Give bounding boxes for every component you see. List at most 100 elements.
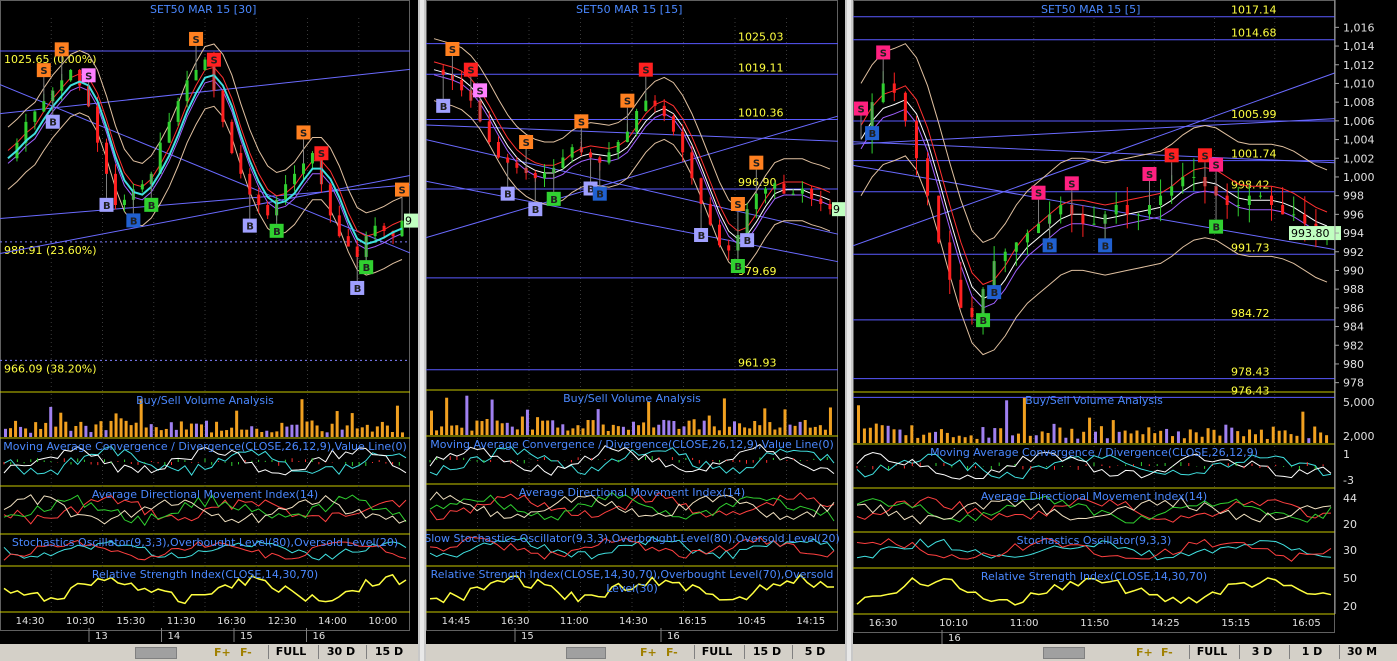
signal-marker-label: B [596,190,604,201]
signal-marker-label: B [734,262,742,273]
indicator-title: Average Directional Movement Index(14) [981,490,1207,503]
volume-bar [99,421,103,437]
indicator-title: Relative Strength Index(CLOSE,14,30,70) [92,568,318,581]
time-axis-label: 11:30 [167,616,196,627]
volume-bar [758,425,762,435]
candle-body [78,69,82,86]
chart-pane-15: 1025.03 1019.11 1010.36 996.90 979.69 961.93 S… [426,0,845,661]
volume-bar [677,428,681,435]
price-level-label: 1001.74 [1231,148,1277,161]
last-price-label: 9 [833,203,840,216]
volume-bar [1253,434,1257,443]
range-full-button[interactable]: FULL [694,645,739,659]
indicator-line [856,496,1332,523]
pane-divider[interactable] [418,0,426,661]
volume-bar [672,421,676,435]
volume-bar [611,424,615,435]
buy-signal-marker [592,186,607,201]
range-full-button[interactable]: FULL [1189,645,1234,659]
volume-bar [1230,427,1234,443]
volume-bar [1218,435,1222,443]
candle-body [616,142,620,153]
time-axis-label: 12:30 [268,616,297,627]
volume-bar [505,422,509,435]
zoom-out-button[interactable]: F- [240,646,252,659]
zoom-in-button[interactable]: F+ [214,646,231,659]
volume-bar [74,425,78,437]
volume-bar [1295,435,1299,443]
volume-bar [999,428,1003,443]
zoom-out-button[interactable]: F- [1161,646,1173,659]
last-price-label: 993.80 [1291,227,1330,240]
price-level-label: 1010.36 [738,106,784,119]
volume-bar [541,420,545,435]
range-15d-button[interactable]: 15 D [366,645,411,659]
scrollbar-30[interactable] [135,647,177,659]
price-level-label: 979.69 [738,265,777,278]
volume-bar [616,426,620,435]
price-level-label: 984.72 [1231,307,1270,320]
candle-body [33,111,37,122]
candle-body [1236,205,1240,206]
zoom-in-button[interactable]: F+ [640,646,657,659]
candle-body [1170,186,1174,196]
sell-signal-marker [854,101,868,116]
range-5d-button[interactable]: 5 D [792,645,837,659]
volume-bar [868,427,872,443]
candle-body [230,121,234,154]
volume-bar [1141,434,1145,443]
scrollbar-15[interactable] [566,647,606,659]
range-30d-button[interactable]: 30 D [318,645,363,659]
volume-bar [169,422,173,437]
volume-bar [880,425,884,443]
volume-bar [1052,423,1056,443]
volume-bar [1242,436,1246,443]
candle-body [42,101,46,112]
volume-bar [687,420,691,435]
volume-bar [1259,429,1263,443]
signal-marker-label: B [587,185,595,196]
signal-marker-label: B [744,236,752,247]
candle-body [948,242,952,280]
signal-marker-label: B [354,284,362,295]
pane-divider[interactable] [845,0,853,661]
zoom-out-button[interactable]: F- [666,646,678,659]
price-level-label: 1017.14 [1231,4,1277,17]
volume-bar [862,428,866,443]
indicator-title: Moving Average Convergence / Divergence(… [430,438,834,451]
sell-signal-marker [395,182,409,197]
range-15d-button[interactable]: 15 D [744,645,789,659]
sell-signal-marker [473,83,488,98]
volume-bar [1064,437,1068,443]
price-level-label: 991.73 [1231,241,1270,254]
range-1d-button[interactable]: 1 D [1289,645,1334,659]
candle-body [1147,205,1151,215]
volume-bar [1011,435,1015,443]
candle-body [561,157,565,168]
volume-bar [159,430,163,437]
volume-bar [1194,432,1198,443]
fib-level-label: 966.09 (38.20%) [4,362,97,375]
range-full-button[interactable]: FULL [268,645,313,659]
date-axis-label: 15 [521,631,534,642]
volume-bar [330,423,334,437]
candle-body [328,184,332,216]
candle-body [773,183,777,189]
candle-body [1114,205,1118,215]
sub-axis-label: 20 [1343,600,1357,613]
volume-bar [480,421,484,435]
time-axis-label: 15:30 [116,616,145,627]
volume-bar [928,432,932,443]
volume-bar [1182,438,1186,443]
signal-marker-label: S [85,71,92,82]
range-3d-button[interactable]: 3 D [1239,645,1284,659]
volume-bar [1040,431,1044,443]
volume-bar [692,419,696,435]
signal-marker-label: S [523,138,530,149]
time-axis-label: 10:10 [939,618,968,629]
range-30m-button[interactable]: 30 M [1339,645,1384,659]
zoom-in-button[interactable]: F+ [1136,646,1153,659]
indicator-line [429,491,835,522]
scrollbar-5[interactable] [1043,647,1085,659]
volume-bar [576,425,580,435]
